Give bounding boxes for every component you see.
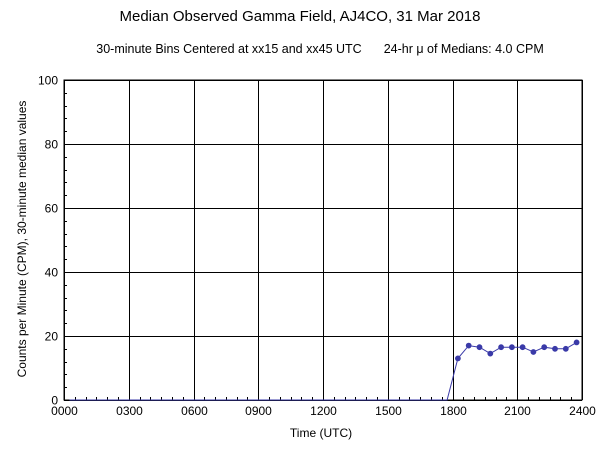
y-tick-label: 20	[45, 330, 59, 344]
data-point	[519, 344, 526, 351]
data-point	[573, 339, 580, 346]
subtitle-bins: 30-minute Bins Centered at xx15 and xx45…	[96, 42, 362, 56]
y-axis-label: Counts per Minute (CPM), 30-minute media…	[15, 101, 29, 378]
series-layer	[69, 339, 580, 401]
data-point	[541, 344, 548, 351]
grid	[63, 79, 583, 401]
data-point	[455, 355, 461, 362]
x-tick-label: 0300	[116, 404, 143, 418]
x-tick-label: 1800	[440, 404, 467, 418]
data-point	[509, 344, 515, 351]
data-point	[530, 349, 537, 355]
chart-subtitle: 30-minute Bins Centered at xx15 and xx45…	[0, 42, 600, 56]
x-axis-label: Time (UTC)	[290, 426, 352, 440]
y-tick-label: 100	[38, 74, 58, 88]
x-tick-label: 1200	[310, 404, 337, 418]
x-tick-label: 0900	[245, 404, 272, 418]
data-point	[465, 342, 472, 349]
y-tick-label: 0	[51, 394, 58, 408]
chart-title: Median Observed Gamma Field, AJ4CO, 31 M…	[119, 8, 481, 25]
x-tick-label: 0000	[51, 404, 78, 418]
tick-labels: 0000 0300 0600 0900 1200 1500 1800 2100 2400 0 20 4…	[38, 74, 596, 419]
data-point	[562, 345, 569, 352]
data-point	[498, 344, 505, 351]
x-tick-label: 0600	[181, 404, 208, 418]
data-point	[487, 350, 494, 357]
subtitle-mean: 24-hr μ of Medians: 4.0 CPM	[383, 42, 544, 56]
y-tick-label: 40	[45, 266, 59, 280]
x-tick-label: 2100	[504, 404, 531, 418]
x-tick-label: 1500	[375, 404, 402, 418]
y-tick-label: 60	[45, 202, 59, 216]
x-tick-label: 2400	[569, 404, 596, 418]
y-tick-label: 80	[45, 138, 59, 152]
data-point	[476, 344, 483, 351]
data-point	[552, 345, 558, 352]
